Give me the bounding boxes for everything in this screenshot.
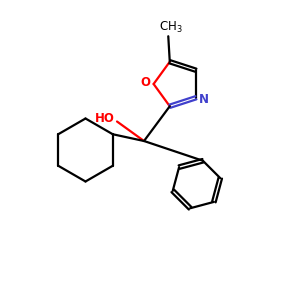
Text: N: N — [199, 93, 209, 106]
Text: CH$_3$: CH$_3$ — [159, 20, 182, 35]
Text: HO: HO — [94, 112, 114, 125]
Text: O: O — [140, 76, 150, 89]
